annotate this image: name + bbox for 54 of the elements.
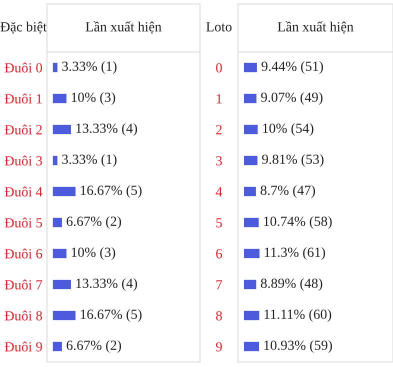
data-label: 11.3% (61) — [264, 247, 326, 260]
data-label: 9.07% (49) — [261, 92, 322, 105]
x-axis-title: Lần xuất hiện — [86, 21, 162, 34]
data-label: 10% (3) — [72, 247, 116, 260]
bar — [52, 342, 62, 352]
y-tick-label: 0 — [216, 63, 222, 72]
data-label: 10% (3) — [72, 92, 116, 105]
y-tick-label: Đuôi 8 — [4, 310, 42, 320]
x-axis-title: Lần xuất hiện — [278, 21, 354, 34]
data-label: 3.33% (1) — [62, 154, 117, 167]
bar — [52, 124, 71, 134]
data-label: 16.67% (5) — [80, 309, 142, 322]
y-tick-label: Đuôi 4 — [4, 186, 42, 196]
data-label: 3.33% (1) — [62, 61, 117, 74]
y-axis-title: Loto — [206, 22, 232, 32]
y-tick-label: 5 — [216, 218, 222, 228]
bar — [52, 280, 71, 290]
data-label: 6.67% (2) — [66, 340, 122, 353]
data-label: 13.33% (4) — [76, 123, 138, 136]
data-label: 8.7% (47) — [260, 185, 316, 198]
bar — [52, 218, 62, 228]
y-tick-label: 8 — [216, 311, 222, 320]
bar — [52, 156, 58, 166]
y-tick-label: 3 — [216, 156, 222, 166]
y-tick-label: Đuôi 3 — [4, 156, 42, 166]
data-label: 10% (54) — [263, 123, 314, 136]
y-tick-label: 4 — [216, 187, 222, 196]
y-tick-label: Đuôi 0 — [4, 62, 42, 72]
data-label: 16.67% (5) — [80, 185, 142, 198]
y-tick-label: 2 — [216, 125, 222, 134]
data-label: 10.74% (58) — [264, 216, 332, 229]
y-tick-label: Đuôi 7 — [4, 280, 42, 290]
y-tick-label: 1 — [216, 94, 222, 104]
y-axis-title: Đặc biệt — [0, 22, 47, 34]
data-label: 8.89% (48) — [260, 278, 322, 291]
data-label: 6.67% (2) — [66, 216, 122, 229]
bar — [52, 62, 58, 72]
data-label: 11.11% (60) — [264, 309, 332, 322]
y-tick-label: Đuôi 5 — [4, 218, 42, 228]
data-label: 13.33% (4) — [76, 278, 138, 291]
y-tick-label: 7 — [216, 280, 222, 290]
bar — [52, 248, 66, 258]
bar — [52, 310, 76, 320]
data-label: 10.93% (59) — [264, 340, 332, 353]
data-label: 9.44% (51) — [262, 61, 323, 74]
y-tick-label: 6 — [216, 249, 222, 258]
y-tick-label: Đuôi 1 — [4, 94, 42, 104]
bar — [52, 94, 66, 104]
data-label: 9.81% (53) — [262, 154, 324, 167]
bar — [52, 186, 76, 196]
y-tick-label: Đuôi 2 — [4, 124, 42, 134]
y-tick-label: Đuôi 9 — [4, 342, 42, 352]
y-tick-label: Đuôi 6 — [4, 248, 42, 258]
y-tick-label: 9 — [216, 342, 222, 352]
